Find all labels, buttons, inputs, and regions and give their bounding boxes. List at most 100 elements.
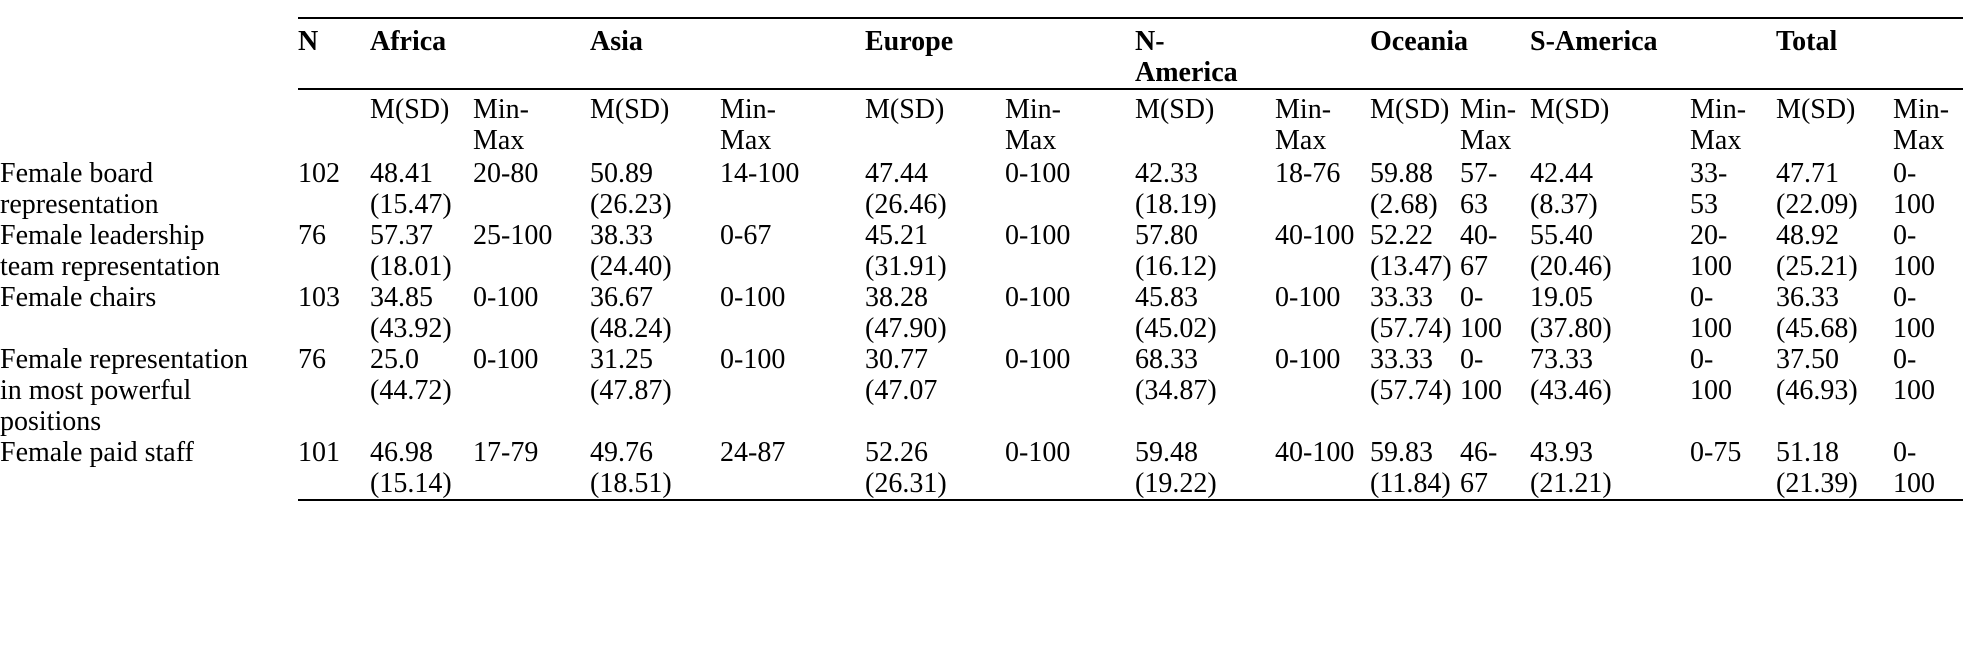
subheader-msd: M(SD) bbox=[370, 94, 450, 125]
cell-minmax: 0-100 bbox=[1005, 282, 1071, 313]
cell-msd: 33.33 (57.74) bbox=[1370, 344, 1452, 406]
cell-msd: 25.0 (44.72) bbox=[370, 344, 452, 406]
cell-msd: 30.77 (47.07 bbox=[865, 344, 938, 406]
col-header-group: N- America bbox=[1135, 17, 1371, 90]
cell-msd: 55.40 (20.46) bbox=[1530, 220, 1612, 282]
cell-msd: 34.85 (43.92) bbox=[370, 282, 452, 344]
subheader-minmax: Min- Max bbox=[1690, 94, 1747, 156]
subheader-msd: M(SD) bbox=[1135, 94, 1215, 125]
cell-msd: 49.76 (18.51) bbox=[590, 437, 720, 501]
cell-minmax: 14-100 bbox=[720, 158, 800, 189]
cell-msd: 59.48 (19.22) bbox=[1135, 437, 1276, 501]
cell-msd: 52.26 (26.31) bbox=[865, 437, 1005, 501]
cell-minmax: 0-100 bbox=[473, 282, 539, 313]
cell-minmax: 0- 100 bbox=[1460, 344, 1503, 406]
cell-msd: 42.33 (18.19) bbox=[1135, 158, 1217, 220]
table-row: Female representation in most powerful p… bbox=[0, 344, 1963, 437]
cell-minmax: 0- 100 bbox=[1690, 282, 1733, 344]
subheader-blank-n bbox=[298, 89, 370, 156]
col-header-group: Africa bbox=[370, 17, 590, 90]
subheader-blank-label bbox=[0, 89, 298, 156]
cell-msd: 68.33 (34.87) bbox=[1135, 344, 1217, 406]
cell-minmax: 0- 100 bbox=[1893, 344, 1936, 406]
cell-msd: 52.22 (13.47) bbox=[1370, 220, 1452, 282]
cell-minmax: 40-100 bbox=[1275, 220, 1355, 251]
cell-minmax: 25-100 bbox=[473, 220, 553, 251]
cell-minmax: 17-79 bbox=[473, 437, 590, 501]
cell-minmax: 57- 63 bbox=[1460, 158, 1498, 220]
cell-msd: 59.88 (2.68) bbox=[1370, 158, 1438, 220]
row-label: Female chairs bbox=[0, 282, 157, 313]
cell-msd: 57.37 (18.01) bbox=[370, 220, 452, 282]
cell-minmax: 0-67 bbox=[720, 220, 772, 251]
cell-n: 103 bbox=[298, 282, 340, 313]
cell-minmax: 0- 100 bbox=[1893, 282, 1936, 344]
cell-minmax: 0- 100 bbox=[1460, 282, 1503, 344]
cell-n: 76 bbox=[298, 344, 326, 375]
cell-minmax: 0-100 bbox=[1005, 158, 1071, 189]
table-row: Female chairs 103 34.85 (43.92) 0-100 36.67 … bbox=[0, 282, 1963, 344]
cell-minmax: 20- 100 bbox=[1690, 220, 1733, 282]
table-row: Female leadership team representation 76 5… bbox=[0, 220, 1963, 282]
cell-minmax: 0-100 bbox=[1005, 437, 1136, 501]
row-label: Female leadership team representation bbox=[0, 220, 221, 282]
cell-n: 76 bbox=[298, 220, 326, 251]
cell-minmax: 0-75 bbox=[1690, 437, 1777, 501]
col-header-group: Asia bbox=[590, 17, 865, 90]
table-row: Female board representation 102 48.41 (15.… bbox=[0, 156, 1963, 220]
subheader-minmax: Min- Max bbox=[1275, 94, 1332, 156]
cell-msd: 45.83 (45.02) bbox=[1135, 282, 1217, 344]
col-header-group: Europe bbox=[865, 17, 1136, 90]
cell-minmax: 40-100 bbox=[1275, 437, 1371, 501]
cell-msd: 48.41 (15.47) bbox=[370, 158, 452, 220]
cell-msd: 46.98 (15.14) bbox=[370, 437, 473, 501]
cell-msd: 51.18 (21.39) bbox=[1776, 437, 1894, 501]
cell-msd: 36.67 (48.24) bbox=[590, 282, 672, 344]
row-label: Female paid staff bbox=[0, 437, 194, 468]
cell-minmax: 0-100 bbox=[1275, 344, 1341, 375]
cell-minmax: 0- 100 bbox=[1893, 158, 1936, 220]
descriptive-statistics-table: N Africa Asia Europe N- America Oceania S-Ame… bbox=[0, 17, 1964, 501]
subheader-minmax: Min- Max bbox=[1460, 94, 1517, 156]
cell-minmax: 33- 53 bbox=[1690, 158, 1728, 220]
cell-msd: 38.28 (47.90) bbox=[865, 282, 947, 344]
cell-minmax: 24-87 bbox=[720, 437, 865, 501]
subheader-msd: M(SD) bbox=[1370, 94, 1450, 125]
cell-msd: 73.33 (43.46) bbox=[1530, 344, 1612, 406]
col-header-group: Oceania bbox=[1370, 17, 1531, 90]
cell-minmax: 0- 100 bbox=[1893, 437, 1964, 501]
cell-msd: 50.89 (26.23) bbox=[590, 158, 672, 220]
row-label: Female board representation bbox=[0, 158, 159, 220]
cell-msd: 47.44 (26.46) bbox=[865, 158, 947, 220]
cell-minmax: 0- 100 bbox=[1893, 220, 1936, 282]
subheader-minmax: Min- Max bbox=[1893, 94, 1950, 156]
subheader-msd: M(SD) bbox=[1776, 94, 1856, 125]
subheader-msd: M(SD) bbox=[1530, 94, 1610, 125]
cell-minmax: 0-100 bbox=[1005, 220, 1071, 251]
cell-msd: 33.33 (57.74) bbox=[1370, 282, 1452, 344]
table-row: Female paid staff 101 46.98 (15.14) 17-79 49… bbox=[0, 437, 1964, 501]
cell-minmax: 20-80 bbox=[473, 158, 539, 189]
cell-msd: 57.80 (16.12) bbox=[1135, 220, 1217, 282]
cell-minmax: 0-100 bbox=[720, 282, 786, 313]
cell-msd: 42.44 (8.37) bbox=[1530, 158, 1598, 220]
subheader-minmax: Min- Max bbox=[1005, 94, 1061, 156]
cell-minmax: 46- 67 bbox=[1460, 437, 1531, 501]
row-label-header-blank bbox=[0, 18, 298, 89]
cell-msd: 45.21 (31.91) bbox=[865, 220, 947, 282]
cell-msd: 38.33 (24.40) bbox=[590, 220, 672, 282]
cell-minmax: 18-76 bbox=[1275, 158, 1341, 189]
cell-minmax: 40- 67 bbox=[1460, 220, 1498, 282]
subheader-msd: M(SD) bbox=[590, 94, 670, 125]
subheader-msd: M(SD) bbox=[865, 94, 945, 125]
cell-msd: 36.33 (45.68) bbox=[1776, 282, 1858, 344]
cell-msd: 19.05 (37.80) bbox=[1530, 282, 1612, 344]
cell-minmax: 0-100 bbox=[1275, 282, 1341, 313]
cell-n: 102 bbox=[298, 158, 340, 189]
col-header-n: N bbox=[298, 17, 370, 90]
row-label: Female representation in most powerful p… bbox=[0, 344, 249, 437]
cell-minmax: 0-100 bbox=[473, 344, 539, 375]
subheader-minmax: Min- Max bbox=[720, 94, 776, 156]
cell-n: 101 bbox=[298, 437, 370, 501]
